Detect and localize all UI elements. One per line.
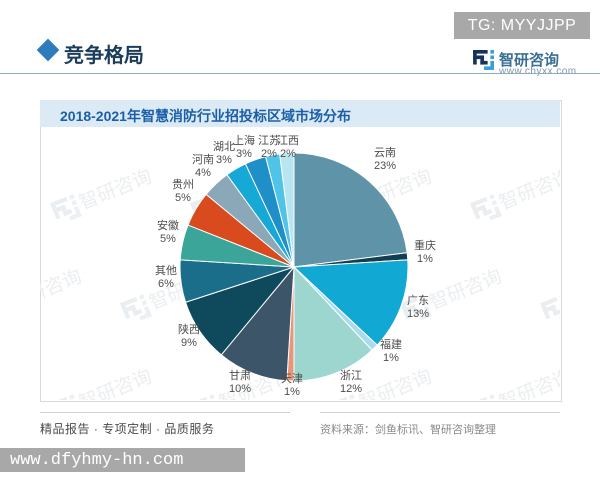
- svg-text:上海3%: 上海 3%: [233, 133, 255, 160]
- svg-text:其他6%: 其他 6%: [155, 264, 177, 290]
- svg-text:江西2%: 江西 2%: [277, 134, 299, 160]
- svg-text:安徽5%: 安徽 5%: [157, 218, 179, 245]
- svg-text:贵州5%: 贵州 5%: [172, 178, 194, 204]
- svg-text:天津1%: 天津 1%: [281, 372, 303, 398]
- svg-text:陕西9%: 陕西 9%: [178, 322, 200, 349]
- svg-text:重庆1%: 重庆 1%: [414, 238, 436, 265]
- svg-text:河南4%: 河南 4%: [192, 153, 214, 179]
- svg-text:福建1%: 福建 1%: [380, 337, 402, 364]
- svg-text:湖北3%: 湖北 3%: [213, 140, 235, 166]
